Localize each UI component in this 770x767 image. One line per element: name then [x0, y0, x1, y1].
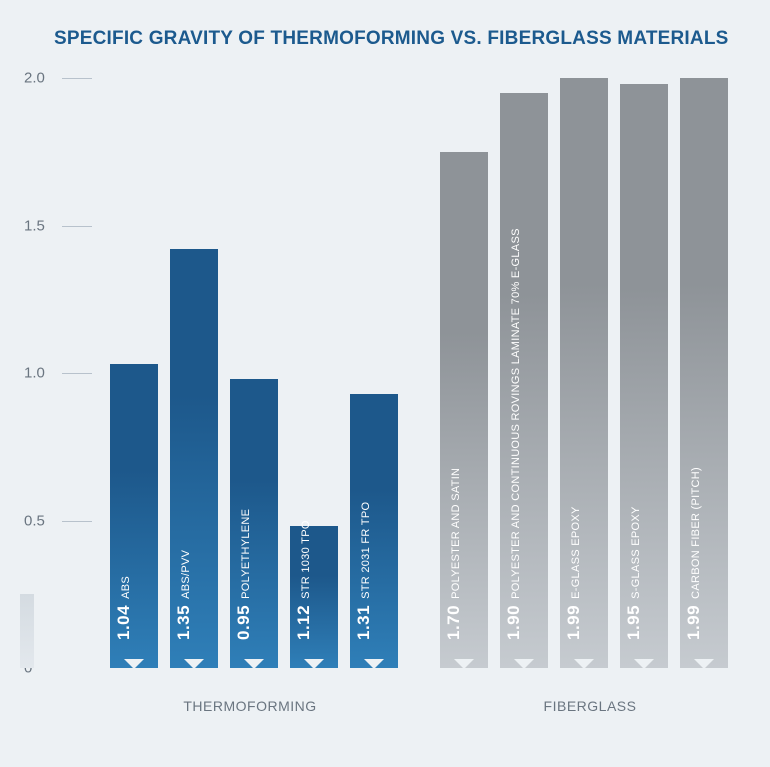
bar-label: POLYESTER AND SATIN [450, 468, 462, 599]
y-axis-tick-label: 2.0 [24, 70, 45, 87]
bar-label: STR 2031 FR TPO [360, 502, 372, 599]
bar-value: 1.12 [294, 605, 314, 640]
group-label-fiberglass: FIBERGLASS [544, 698, 637, 714]
bar: 1.95 S-GLASS EPOXY [620, 84, 668, 668]
y-axis-tick-label: 0.5 [24, 512, 45, 529]
y-axis-tick-label: 1.5 [24, 217, 45, 234]
bar-label: E-GLASS EPOXY [570, 506, 582, 599]
bars-container: 1.04 ABS 1.35 ABS/PVV 0.95 POLYETHYLENE 1.12 ST… [70, 78, 745, 668]
bar-notch-icon [694, 659, 714, 669]
bar-text: 1.99 E-GLASS EPOXY [564, 506, 584, 640]
y-axis-tick-mark [62, 226, 92, 227]
bar-text: 0.95 POLYETHYLENE [234, 509, 254, 640]
bar-label: POLYETHYLENE [240, 509, 252, 599]
bar-notch-icon [124, 659, 144, 669]
bar-value: 1.04 [114, 605, 134, 640]
bar-notch-icon [184, 659, 204, 669]
bar-value: 0.95 [234, 605, 254, 640]
plot-area: 1.04 ABS 1.35 ABS/PVV 0.95 POLYETHYLENE 1.12 ST… [70, 78, 745, 668]
bar-value: 1.90 [504, 605, 524, 640]
bar: 1.70 POLYESTER AND SATIN [440, 152, 488, 668]
y-axis-tick-mark [62, 373, 92, 374]
bar: 1.99 E-GLASS EPOXY [560, 78, 608, 668]
bar-notch-icon [244, 659, 264, 669]
bar-value: 1.35 [174, 605, 194, 640]
bar-notch-icon [454, 659, 474, 669]
bar-notch-icon [634, 659, 654, 669]
bar-value: 1.99 [684, 605, 704, 640]
bar: 1.35 ABS/PVV [170, 249, 218, 668]
bar-notch-icon [574, 659, 594, 669]
bar: 0.95 POLYETHYLENE [230, 379, 278, 668]
group-label-thermoforming: THERMOFORMING [183, 698, 316, 714]
bar-text: 1.31 STR 2031 FR TPO [354, 502, 374, 640]
bar-value: 1.70 [444, 605, 464, 640]
bar: 1.04 ABS [110, 364, 158, 668]
bar-text: 1.95 S-GLASS EPOXY [624, 506, 644, 640]
decor-bar [20, 594, 34, 668]
bar-label: S-GLASS EPOXY [630, 506, 642, 599]
bar-label: CARBON FIBER (PITCH) [690, 467, 702, 599]
y-axis-tick-mark [62, 521, 92, 522]
bar: 1.90 POLYESTER AND CONTINUOUS ROVINGS LAM… [500, 93, 548, 668]
bar: 1.31 STR 2031 FR TPO [350, 394, 398, 668]
bar-value: 1.99 [564, 605, 584, 640]
bar: 1.12STR 1030 TPO [290, 526, 338, 668]
bar-label: ABS [120, 576, 132, 599]
bar-text: 1.35 ABS/PVV [174, 550, 194, 640]
bar: 1.99 CARBON FIBER (PITCH) [680, 78, 728, 668]
y-axis-tick-mark [62, 78, 92, 79]
bar-text: 1.70 POLYESTER AND SATIN [444, 468, 464, 640]
bar-value: 1.31 [354, 605, 374, 640]
bar-text: 1.99 CARBON FIBER (PITCH) [684, 467, 704, 640]
y-axis-tick-label: 1.0 [24, 365, 45, 382]
bar-text: 1.12 STR 1030 TPO [294, 520, 314, 640]
bar-label: STR 1030 TPO [300, 520, 312, 599]
bar-notch-icon [514, 659, 534, 669]
bar-value: 1.95 [624, 605, 644, 640]
chart-title: SPECIFIC GRAVITY OF THERMOFORMING VS. FI… [54, 28, 729, 50]
bar-text: 1.90 POLYESTER AND CONTINUOUS ROVINGS LAM… [504, 228, 524, 640]
bar-text: 1.04 ABS [114, 576, 134, 640]
bar-label: POLYESTER AND CONTINUOUS ROVINGS LAMINAT… [510, 228, 522, 599]
bar-notch-icon [364, 659, 384, 669]
bar-label: ABS/PVV [180, 550, 192, 599]
bar-notch-icon [304, 659, 324, 669]
